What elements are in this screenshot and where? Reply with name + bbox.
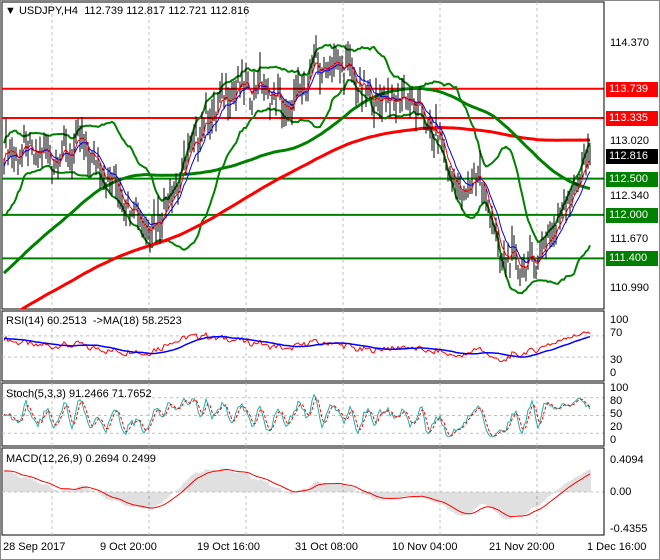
level-label: 113.739	[606, 81, 658, 97]
time-tick: 9 Oct 20:00	[100, 541, 157, 553]
current-price-label: 112.816	[606, 149, 658, 164]
time-tick: 1 Dec 16:00	[587, 541, 647, 553]
ma-slow-line	[19, 126, 591, 309]
stoch-main-line	[3, 393, 591, 438]
high-price: 112.817	[126, 5, 166, 17]
low-price: 112.721	[168, 5, 208, 17]
macd-tick: 0.00	[610, 486, 632, 498]
rsi-ma-line	[4, 335, 591, 358]
stoch-tick: 0	[610, 434, 617, 446]
macd-label: MACD(12,26,9) 0.2694 0.2499	[6, 453, 156, 465]
ema-slow-line	[3, 64, 591, 264]
ma-fast-line	[2, 86, 591, 275]
stoch-tick: 20	[610, 421, 623, 433]
rsi-tick: 70	[610, 327, 623, 339]
price-tick: 114.370	[610, 37, 649, 49]
time-tick: 28 Sep 2017	[3, 541, 66, 553]
bollinger-upper	[3, 43, 591, 244]
stoch-label: Stoch(5,3,3) 91.2466 71.7652	[6, 388, 152, 400]
macd-signal-line	[3, 468, 591, 518]
rsi-line	[3, 331, 591, 363]
time-tick: 31 Oct 08:00	[295, 541, 358, 553]
price-tick: 112.340	[610, 190, 649, 202]
ema-fast-line	[3, 61, 591, 270]
rsi-tick: 30	[610, 354, 623, 366]
open-price: 112.739	[84, 5, 124, 17]
stoch-tick: 50	[610, 408, 623, 420]
rsi-label: RSI(14) 60.2513 ->MA(18) 58.2523	[6, 315, 182, 327]
rsi-tick: 100	[610, 314, 629, 326]
macd-tick: 0.4094	[610, 454, 644, 466]
collapse-triangle-icon[interactable]: ▼	[5, 5, 19, 17]
main-pane	[2, 35, 604, 309]
symbol-timeframe: USDJPY,H4	[18, 5, 79, 17]
stoch-signal-line	[3, 396, 591, 437]
price-tick: 111.670	[610, 233, 649, 245]
level-label: 112.000	[606, 207, 658, 223]
time-tick: 10 Nov 04:00	[392, 541, 458, 553]
price-tick: 113.020	[610, 135, 649, 147]
close-price: 112.816	[210, 5, 250, 17]
time-tick: 19 Oct 16:00	[197, 541, 260, 553]
price-tick: 110.990	[610, 282, 649, 294]
level-label: 112.500	[606, 171, 658, 187]
time-tick: 21 Nov 20:00	[489, 541, 555, 553]
stoch-tick: 100	[610, 382, 629, 394]
rsi-tick: 0	[610, 367, 617, 379]
chart-header: ▼ USDJPY,H4 112.739 112.817 112.721 112.…	[5, 5, 249, 17]
stoch-tick: 80	[610, 395, 623, 407]
macd-tick: -0.4355	[610, 523, 648, 535]
level-label: 111.400	[606, 251, 658, 267]
level-label: 113.335	[606, 111, 658, 127]
